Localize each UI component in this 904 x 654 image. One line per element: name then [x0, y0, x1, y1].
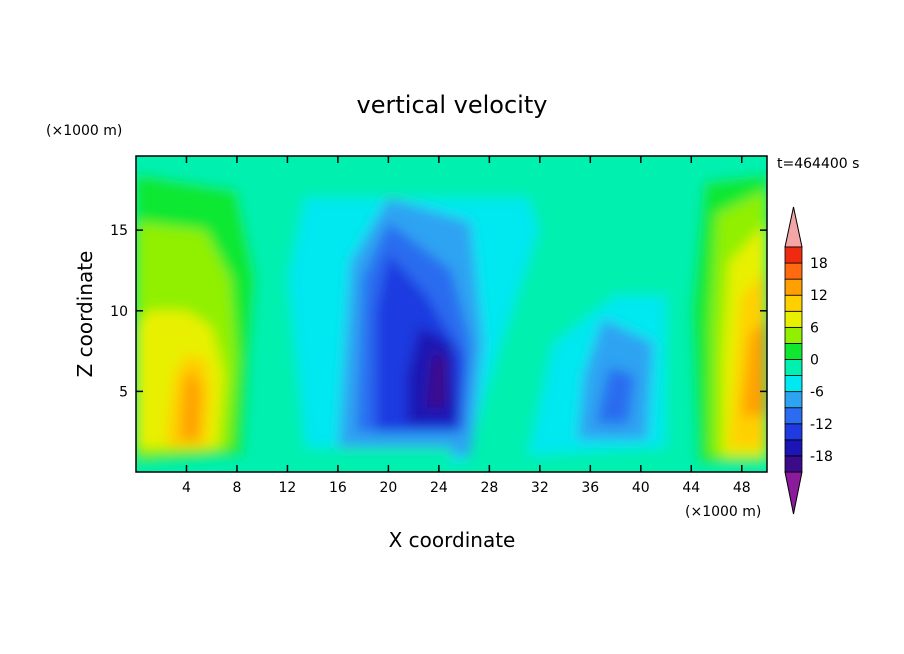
plot-frame — [135, 155, 768, 473]
velocity-contour-region — [287, 447, 452, 472]
velocity-field — [136, 156, 767, 472]
colorbar-band — [784, 278, 803, 296]
x-tick-label: 32 — [531, 480, 549, 496]
time-label: t=464400 s — [777, 156, 859, 172]
colorbar-band — [784, 375, 803, 393]
x-axis-unit: (×1000 m) — [685, 504, 761, 520]
chart-title: vertical velocity — [357, 91, 548, 119]
x-tick-label: 44 — [682, 480, 700, 496]
colorbar-tick-label: 0 — [810, 353, 819, 369]
colorbar-min-extension — [784, 471, 803, 515]
colorbar-max-extension — [784, 206, 803, 248]
colorbar: -18 -12 -6 0 6 12 18 — [784, 206, 833, 515]
velocity-contour-region — [426, 351, 448, 408]
x-tick-label: 24 — [430, 480, 448, 496]
y-axis-unit: (×1000 m) — [46, 123, 122, 139]
x-tick-label: 36 — [581, 480, 599, 496]
x-tick-label: 12 — [279, 480, 297, 496]
x-tick-label: 8 — [232, 480, 241, 496]
colorbar-band — [784, 326, 803, 344]
x-tick-label: 16 — [329, 480, 347, 496]
y-axis-ticks: 5 10 15 — [110, 223, 767, 400]
y-tick-label: 10 — [110, 304, 128, 320]
colorbar-band — [784, 310, 803, 328]
colorbar-band — [784, 294, 803, 312]
colorbar-band — [784, 407, 803, 425]
velocity-contour-region — [274, 156, 692, 198]
y-tick-label: 5 — [119, 384, 128, 400]
colorbar-tick-label: -12 — [810, 417, 833, 433]
x-tick-label: 28 — [480, 480, 498, 496]
x-tick-label: 48 — [733, 480, 751, 496]
colorbar-band — [784, 439, 803, 457]
colorbar-tick-label: 6 — [810, 320, 819, 336]
x-tick-label: 40 — [632, 480, 650, 496]
colorbar-band — [784, 246, 803, 264]
colorbar-band — [784, 343, 803, 360]
colorbar-tick-label: -6 — [810, 385, 824, 401]
x-axis-ticks: 4 8 12 16 20 24 28 32 36 40 44 48 — [182, 156, 751, 496]
colorbar-tick-label: -18 — [810, 449, 833, 465]
x-tick-label: 4 — [182, 480, 191, 496]
colorbar-band — [784, 423, 803, 441]
colorbar-band — [784, 455, 803, 473]
colorbar-band — [784, 359, 803, 376]
colorbar-tick-label: 12 — [810, 288, 828, 304]
plot-area — [136, 156, 767, 472]
colorbar-band — [784, 262, 803, 280]
velocity-contour-region — [180, 367, 202, 440]
velocity-contour-region — [596, 367, 635, 424]
y-axis-label: Z coordinate — [73, 251, 97, 378]
x-tick-label: 20 — [379, 480, 397, 496]
colorbar-tick-label: 18 — [810, 256, 828, 272]
x-axis-label: X coordinate — [389, 528, 516, 552]
y-tick-label: 15 — [110, 223, 128, 239]
colorbar-band — [784, 391, 803, 409]
